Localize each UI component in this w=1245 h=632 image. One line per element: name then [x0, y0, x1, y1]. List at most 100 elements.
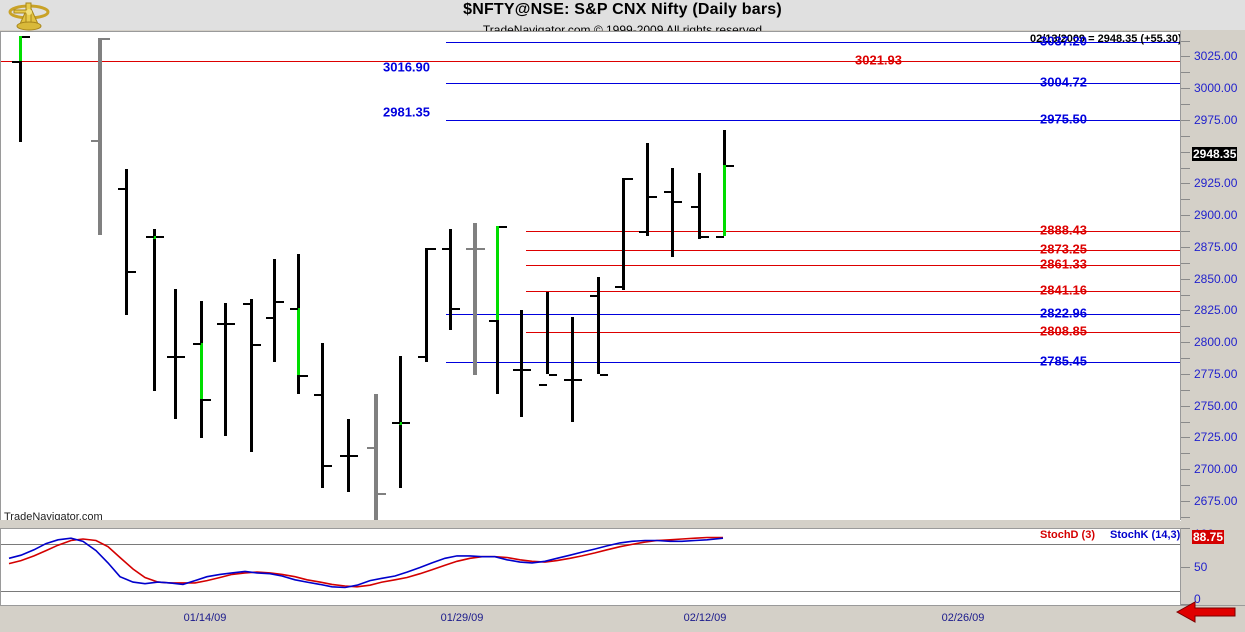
axis-tick: [1181, 231, 1190, 233]
ohlc-open-tick: [513, 368, 521, 371]
price-axis-label: 3000.00: [1194, 81, 1238, 96]
axis-tick: [1181, 373, 1190, 375]
ohlc-bar: [174, 288, 177, 420]
ohlc-bar-up-body: [496, 226, 499, 321]
axis-tick: [1181, 421, 1190, 423]
ohlc-bar-up-body: [153, 236, 156, 240]
price-level-label: 2873.25: [1040, 241, 1087, 257]
ohlc-bar: [399, 355, 402, 488]
ohlc-close-tick: [523, 368, 531, 371]
axis-tick: [1181, 40, 1190, 42]
ohlc-open-tick: [590, 294, 598, 297]
stochastic-curves: [8, 536, 724, 589]
price-level-line[interactable]: [1, 61, 1181, 63]
axis-tick: [1181, 104, 1190, 106]
price-axis-label: 2975.00: [1194, 112, 1238, 127]
price-level-line[interactable]: [446, 120, 1181, 122]
red-left-arrow-icon[interactable]: [1175, 599, 1237, 625]
price-level-label-left: 2981.35: [383, 104, 430, 120]
ohlc-close-tick: [324, 465, 332, 468]
ohlc-close-tick: [22, 35, 30, 38]
price-chart-pane[interactable]: [0, 31, 1181, 524]
ohlc-bar: [571, 316, 574, 422]
price-level-line[interactable]: [446, 41, 1181, 43]
ohlc-close-tick: [477, 247, 485, 250]
ohlc-close-tick: [177, 355, 185, 358]
ohlc-bar: [425, 247, 428, 363]
indicator-gridline: [1, 590, 1181, 592]
ohlc-close-tick: [600, 373, 608, 376]
ohlc-bar: [473, 222, 477, 375]
ohlc-open-tick: [691, 206, 699, 208]
current-stoch-label: 88.75: [1192, 529, 1225, 544]
ohlc-open-tick: [367, 447, 375, 450]
ohlc-bar: [153, 228, 156, 392]
price-level-line[interactable]: [526, 250, 1181, 252]
stochk-legend[interactable]: StochK (14,3): [1110, 529, 1181, 541]
ohlc-open-tick: [392, 421, 400, 424]
price-level-line[interactable]: [526, 265, 1181, 267]
ohlc-close-tick: [499, 226, 507, 229]
title-bar: $NFTY@NSE: S&P CNX Nifty (Daily bars) Tr…: [0, 0, 1245, 37]
axis-tick: [1181, 199, 1190, 201]
ohlc-open-tick: [243, 302, 251, 305]
ohlc-close-tick: [625, 178, 633, 181]
axis-tick: [1181, 278, 1190, 280]
ohlc-bar: [374, 393, 378, 524]
axis-tick: [1181, 167, 1190, 169]
price-axis-label: 2725.00: [1194, 430, 1238, 445]
ohlc-open-tick: [340, 454, 348, 457]
price-level-line[interactable]: [526, 331, 1181, 333]
price-level-line[interactable]: [446, 314, 1181, 316]
axis-tick: [1181, 151, 1190, 153]
price-level-label: 2822.96: [1040, 305, 1087, 321]
axis-tick: [1181, 326, 1190, 328]
price-level-line[interactable]: [526, 290, 1181, 292]
axis-tick: [1181, 215, 1190, 217]
price-level-label: 3004.72: [1040, 74, 1087, 90]
ohlc-open-tick: [314, 393, 322, 396]
ohlc-bar: [597, 277, 600, 374]
ohlc-close-tick: [300, 374, 308, 377]
ohlc-close-tick: [549, 373, 557, 376]
price-axis-label: 2750.00: [1194, 398, 1238, 413]
stochastic-pane[interactable]: [0, 528, 1181, 606]
price-level-label: 3037.20: [1040, 33, 1087, 49]
axis-tick: [1181, 516, 1190, 518]
price-axis-label: 2775.00: [1194, 366, 1238, 381]
indicator-axis-label: 50: [1194, 559, 1208, 574]
ohlc-bar-up-body: [723, 165, 726, 237]
price-level-line[interactable]: [446, 83, 1181, 85]
ohlc-open-tick: [564, 378, 572, 381]
ohlc-open-tick: [489, 320, 497, 323]
ohlc-bar: [698, 172, 701, 240]
axis-tick: [1181, 135, 1190, 137]
indicator-axis-tick: [1181, 528, 1190, 529]
ohlc-open-tick: [217, 322, 225, 325]
stochd-legend[interactable]: StochD (3): [1040, 529, 1095, 541]
ohlc-close-tick: [350, 454, 358, 457]
date-axis-label: 01/29/09: [440, 612, 484, 624]
price-axis-label: 2875.00: [1194, 239, 1238, 254]
price-axis-label: 2900.00: [1194, 208, 1238, 223]
indicator-axis-tick: [1181, 566, 1190, 568]
ohlc-bar-up-body: [200, 343, 203, 400]
ohlc-open-tick: [118, 188, 126, 191]
ohlc-bar: [19, 35, 22, 143]
ohlc-open-tick: [539, 383, 547, 386]
indicator-gridline: [1, 544, 1181, 546]
price-level-label: 3021.93: [855, 52, 902, 68]
ohlc-open-tick: [91, 139, 99, 142]
ohlc-open-tick: [664, 190, 672, 193]
ohlc-close-tick: [701, 236, 709, 239]
date-axis[interactable]: 01/14/09 01/29/09 02/12/09 02/26/09: [0, 605, 1245, 632]
price-level-label: 2841.16: [1040, 282, 1087, 298]
current-price-label: 2948.35: [1192, 146, 1238, 161]
price-level-line[interactable]: [446, 361, 1181, 363]
ohlc-bar-up-body: [399, 421, 402, 425]
price-axis[interactable]: 3025.00 3000.00 2975.00 2925.00 2900.00 2875.…: [1180, 31, 1245, 520]
ohlc-bar: [250, 298, 253, 453]
price-axis-label: 2700.00: [1194, 462, 1238, 477]
price-level-line[interactable]: [526, 230, 1181, 232]
indicator-axis[interactable]: 10050088.75: [1180, 527, 1245, 606]
